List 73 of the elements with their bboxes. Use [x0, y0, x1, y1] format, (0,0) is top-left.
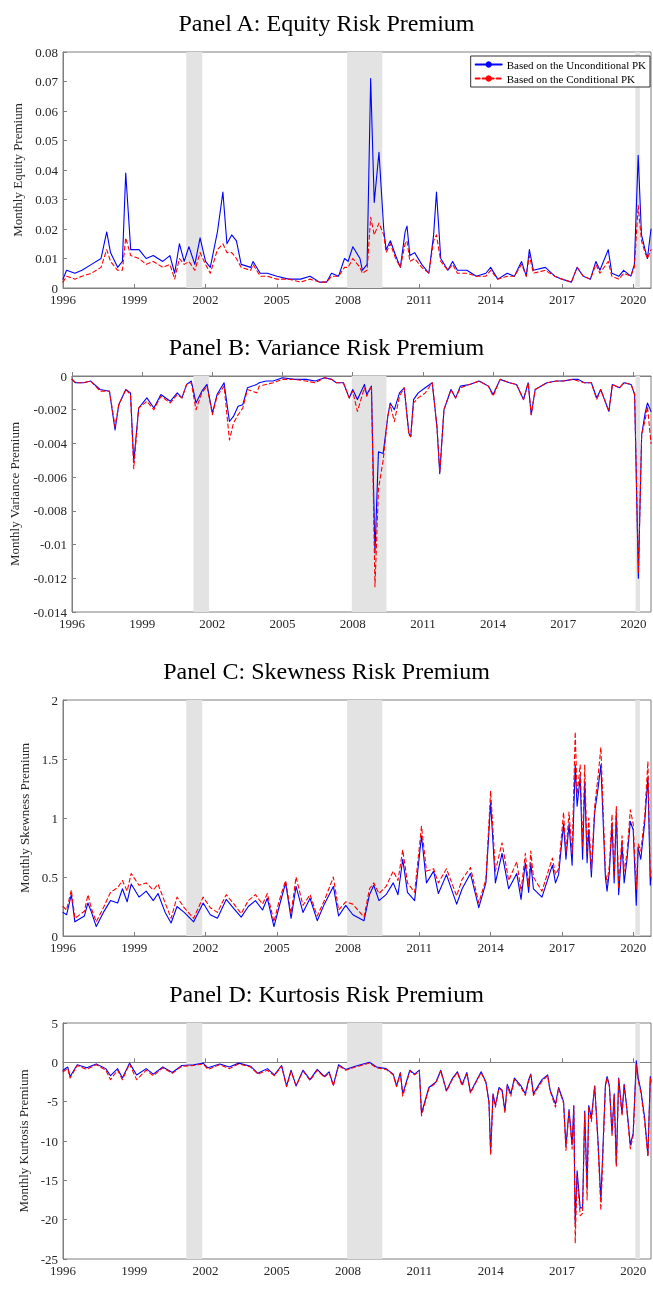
- x-tick-label: 2017: [548, 1263, 576, 1279]
- chart-title: Panel A: Equity Risk Premium: [178, 10, 475, 36]
- line-series: [62, 78, 652, 283]
- y-tick-label: 1.5: [41, 751, 58, 766]
- x-tick-label: 1999: [121, 292, 148, 307]
- y-tick-label: 0.07: [35, 74, 59, 89]
- y-tick-label: -20: [40, 1212, 58, 1228]
- x-tick-label: 2002: [192, 292, 219, 307]
- y-tick-label: -0.014: [33, 604, 68, 620]
- y-tick-label: 0.04: [35, 162, 59, 178]
- chart-title: Panel D: Kurtosis Risk Premium: [169, 981, 485, 1008]
- x-tick-label: 2014: [477, 1263, 505, 1279]
- x-tick-label: 2014: [477, 292, 505, 307]
- y-axis-title: Monthly Skewness Premium: [16, 742, 32, 893]
- y-tick-label: -0.012: [33, 570, 67, 586]
- y-axis-title: Monthly Kurtosis Premium: [15, 1069, 31, 1213]
- x-tick-label: 1999: [121, 939, 148, 955]
- x-tick-label: 2002: [192, 939, 219, 955]
- x-tick-label: 2020: [620, 939, 647, 955]
- x-tick-label: 2017: [548, 939, 576, 955]
- x-tick-label: 2020: [620, 1263, 647, 1279]
- x-tick-label: 2002: [192, 1263, 219, 1279]
- y-tick-label: 0.05: [35, 133, 58, 148]
- y-axis-title: Monthly Variance Premium: [7, 421, 22, 566]
- y-tick-label: 2: [51, 692, 58, 707]
- x-tick-label: 2017: [548, 292, 576, 307]
- x-tick-label: 2011: [406, 1263, 433, 1279]
- y-tick-label: -0.004: [33, 435, 68, 451]
- x-tick-label: 2020: [620, 615, 647, 631]
- x-tick-label: 2005: [269, 615, 296, 631]
- y-tick-label: 0: [51, 928, 58, 943]
- x-tick-label: 2008: [339, 615, 366, 631]
- y-tick-label: 0.06: [35, 103, 59, 119]
- y-tick-label: 0.08: [35, 44, 58, 60]
- y-tick-label: 0.02: [35, 221, 58, 237]
- x-tick-label: 1999: [129, 615, 156, 631]
- chart-title: Panel C: Skewness Risk Premium: [163, 657, 491, 684]
- y-tick-label: -0.008: [33, 503, 67, 519]
- y-tick-label: -0.006: [33, 469, 68, 485]
- y-tick-label: -0.002: [33, 401, 67, 417]
- x-tick-label: 2005: [263, 1263, 290, 1279]
- line-series: [62, 730, 652, 922]
- y-tick-label: -10: [40, 1133, 58, 1149]
- x-tick-label: 2014: [477, 939, 505, 955]
- y-tick-label: 0: [51, 1055, 58, 1071]
- x-tick-label: 2002: [199, 615, 226, 631]
- y-tick-label: 5: [51, 1015, 58, 1031]
- y-tick-label: 0.5: [41, 869, 58, 884]
- y-axis-title: Monthly Equity Premium: [10, 103, 26, 237]
- x-tick-label: 2011: [410, 615, 436, 631]
- x-tick-label: 1999: [121, 1263, 148, 1279]
- y-tick-label: -15: [40, 1173, 58, 1189]
- y-tick-label: 0.01: [35, 251, 58, 266]
- y-tick-label: 1: [51, 810, 58, 825]
- y-tick-label: -0.01: [39, 536, 67, 552]
- y-tick-label: 0.03: [35, 192, 58, 207]
- line-series: [62, 204, 652, 283]
- x-tick-label: 2020: [620, 292, 647, 307]
- x-tick-label: 2011: [406, 939, 433, 955]
- x-tick-label: 2008: [335, 939, 362, 955]
- chart-title: Panel B: Variance Risk Premium: [168, 333, 485, 360]
- x-tick-label: 2005: [263, 292, 290, 307]
- y-tick-label: 0: [60, 368, 67, 384]
- x-tick-label: 2011: [406, 292, 433, 307]
- y-tick-label: -5: [47, 1094, 58, 1110]
- x-tick-label: 2008: [335, 292, 362, 307]
- x-tick-label: 2005: [263, 939, 290, 955]
- legend-label: Based on the Conditional PK: [506, 72, 636, 85]
- line-series: [62, 763, 652, 927]
- x-tick-label: 2008: [335, 1263, 362, 1279]
- x-tick-label: 2014: [480, 615, 507, 631]
- legend-label: Based on the Unconditional PK: [506, 58, 647, 71]
- x-tick-label: 2017: [550, 615, 577, 631]
